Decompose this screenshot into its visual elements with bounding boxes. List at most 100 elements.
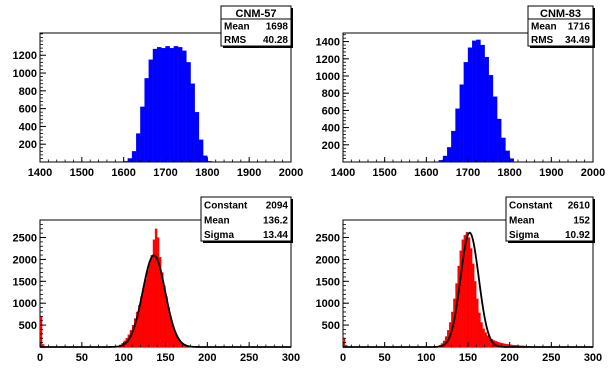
histogram-bar (455, 108, 460, 163)
histogram-bar (182, 50, 187, 163)
histogram-bar (148, 261, 152, 348)
histogram-bar (140, 106, 145, 163)
x-tick-label: 1500 (70, 167, 94, 179)
stat-value: 136.2 (263, 215, 288, 226)
stat-value: 10.92 (565, 230, 590, 241)
y-tick-label: 800 (322, 88, 340, 100)
x-tick-label: 2000 (581, 167, 605, 179)
stat-value: 1716 (568, 22, 591, 33)
y-tick-label: 800 (19, 86, 37, 98)
y-tick-label: 1500 (316, 276, 340, 288)
stat-label: RMS (531, 35, 554, 46)
stats-box-frame (220, 5, 292, 47)
histogram-bar (186, 62, 191, 163)
x-tick-label: 150 (459, 352, 477, 364)
histogram-bar (194, 112, 200, 163)
x-tick-label: 1500 (372, 167, 396, 179)
histogram-bar (173, 46, 179, 163)
x-tick-label: 300 (584, 352, 602, 364)
histogram-bar (156, 237, 160, 348)
x-tick-label: 1800 (195, 167, 219, 179)
y-tick-label: 1500 (13, 276, 37, 288)
y-tick-label: 1200 (316, 54, 340, 66)
histogram-bar (136, 133, 141, 163)
histogram-bar (509, 158, 514, 163)
x-tick-label: 50 (379, 352, 391, 364)
y-tick-label: 2500 (13, 233, 37, 245)
histogram-bar (465, 232, 469, 348)
stat-value: 2094 (266, 201, 289, 212)
stat-label: RMS (224, 35, 247, 46)
histogram-bar (467, 47, 473, 163)
histogram-bar (488, 74, 494, 163)
histogram-bar (165, 46, 170, 163)
x-tick-label: 1900 (237, 167, 261, 179)
histogram-bar (190, 83, 195, 163)
histogram-bar (447, 147, 452, 163)
x-tick-label: 1800 (497, 167, 521, 179)
x-tick-label: 2000 (279, 167, 303, 179)
histogram-bar (467, 237, 471, 348)
histogram-bar (127, 158, 133, 163)
histogram-bar (169, 47, 175, 163)
y-tick-label: 1000 (13, 68, 37, 80)
x-tick-label: 1700 (456, 167, 480, 179)
x-tick-label: 1700 (153, 167, 177, 179)
y-tick-label: 400 (322, 123, 340, 135)
x-tick-label: 1900 (539, 167, 563, 179)
y-tick-label: 500 (322, 320, 340, 332)
y-tick-label: 1200 (13, 50, 37, 62)
x-tick-label: 200 (198, 352, 216, 364)
stat-value: 13.44 (263, 230, 288, 241)
stat-label: Constant (204, 201, 248, 212)
stat-label: Sigma (509, 230, 539, 241)
histogram-bar (438, 160, 444, 163)
histogram-bar (131, 151, 137, 163)
stats-box-frame (200, 196, 292, 242)
x-tick-label: 150 (156, 352, 174, 364)
histogram-bar (472, 263, 475, 348)
y-tick-label: 1400 (316, 37, 340, 49)
histogram-bar (442, 155, 448, 163)
histogram-bar (144, 78, 149, 163)
histogram-bar (207, 160, 212, 163)
y-tick-label: 400 (19, 121, 37, 133)
x-tick-label: 250 (240, 352, 258, 364)
x-tick-label: 1400 (28, 167, 52, 179)
stats-box: CNM-57 Mean 1698 RMS 40.28 (220, 5, 293, 48)
y-tick-label: 600 (19, 104, 37, 116)
histogram-bar (469, 248, 473, 348)
stat-label: Mean (531, 22, 557, 33)
histogram-bar (492, 96, 498, 163)
stat-value: 2610 (568, 201, 591, 212)
x-tick-label: 200 (500, 352, 518, 364)
y-tick-label: 200 (322, 140, 340, 152)
histogram-bar (177, 47, 183, 163)
histogram-panel-1: 1400 1500 1600 1700 1800 1900 2000 200 400 600 800… (13, 5, 303, 179)
stat-value: 34.49 (565, 35, 590, 46)
y-tick-label: 1000 (316, 71, 340, 83)
x-tick-label: 300 (282, 352, 300, 364)
y-tick-label: 1000 (316, 298, 340, 310)
histogram-bar (482, 328, 485, 348)
x-tick-label: 50 (76, 352, 88, 364)
histogram-bar (480, 322, 483, 348)
histogram-bar (457, 265, 460, 348)
histogram-bar (472, 40, 477, 163)
stats-box: Constant 2094 Mean 136.2 Sigma 13.44 (200, 196, 293, 243)
histogram-bar (152, 48, 158, 163)
y-tick-label: 600 (322, 105, 340, 117)
stat-label: Constant (509, 201, 553, 212)
histogram-panel-3: 0 50 100 150 200 250 300 500 1000 1500 2000 2500 Con… (13, 196, 300, 364)
histogram-title: CNM-83 (540, 8, 581, 20)
histogram-bar (505, 150, 510, 163)
histogram-bar (142, 287, 145, 348)
x-tick-label: 100 (114, 352, 132, 364)
stat-label: Sigma (204, 230, 234, 241)
histogram-bar (476, 298, 479, 348)
x-tick-label: 1600 (414, 167, 438, 179)
stat-value: 152 (573, 215, 590, 226)
histogram-bar (476, 39, 481, 163)
x-tick-label: 1600 (111, 167, 135, 179)
